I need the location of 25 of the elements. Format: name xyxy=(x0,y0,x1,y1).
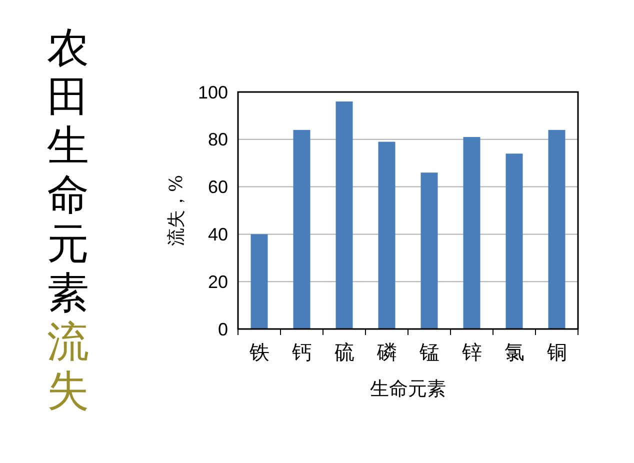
x-tick-label: 钙 xyxy=(290,340,312,364)
y-axis-title: 流失，% xyxy=(166,174,187,246)
y-tick-label: 40 xyxy=(208,224,228,244)
y-tick-label: 60 xyxy=(208,177,228,198)
bar xyxy=(378,142,396,329)
x-tick-label: 铜 xyxy=(546,340,567,364)
bar xyxy=(250,234,268,329)
y-tick-label: 80 xyxy=(208,130,228,150)
bar xyxy=(420,172,438,329)
x-axis-title: 生命元素 xyxy=(370,378,446,400)
x-tick-label: 硫 xyxy=(334,340,354,364)
bar xyxy=(506,154,523,329)
bar xyxy=(548,130,566,329)
x-tick-label: 磷 xyxy=(376,340,397,364)
y-tick-label: 0 xyxy=(218,319,228,340)
x-tick-label: 氯 xyxy=(504,340,524,364)
x-tick-label: 铁 xyxy=(248,340,270,364)
text: 农田生命元素流失 xyxy=(47,23,89,415)
bar xyxy=(463,137,480,329)
y-tick-label: 20 xyxy=(208,272,228,292)
x-tick-label: 锌 xyxy=(460,340,482,364)
y-tick-label: 100 xyxy=(198,82,228,102)
bar xyxy=(336,101,353,329)
x-tick-label: 锰 xyxy=(418,340,440,364)
bar xyxy=(293,130,310,329)
